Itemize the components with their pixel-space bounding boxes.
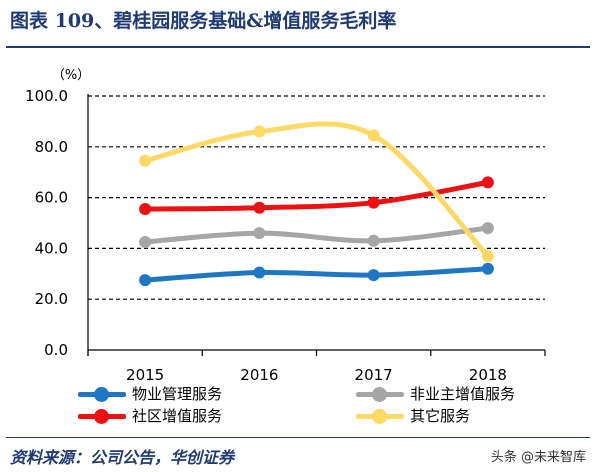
y-tick-label-4: 80.0: [35, 138, 68, 156]
legend-label-3: 其它服务: [410, 407, 471, 425]
y-tick-label-3: 60.0: [35, 189, 68, 207]
chart-title: 图表 109、碧桂园服务基础&增值服务毛利率: [10, 10, 397, 32]
y-tick-label-2: 40.0: [35, 239, 68, 257]
legend-dot-2: [94, 408, 109, 424]
y-tick-label-0: 0.0: [44, 341, 68, 359]
legend-item-series-3: 其它服务: [356, 405, 470, 426]
series-2-point-0: [139, 203, 152, 216]
watermark: 头条 @未来智库: [490, 450, 586, 465]
x-tick-label-2: 2017: [355, 366, 393, 384]
series-2-point-2: [367, 196, 380, 209]
source-note: 资料来源：公司公告，华创证券: [10, 448, 235, 467]
series-3-point-3: [481, 250, 494, 263]
series-1-point-0: [139, 236, 152, 249]
y-tick-label-1: 20.0: [35, 290, 68, 308]
legend-label-2: 社区增值服务: [132, 407, 223, 425]
legend-label-0: 物业管理服务: [132, 385, 223, 403]
series-1-point-1: [253, 227, 266, 240]
series-0-point-3: [481, 262, 494, 275]
series-3-point-2: [367, 129, 380, 142]
series-1-point-3: [481, 222, 494, 235]
series-0-point-0: [139, 274, 152, 287]
series-line-1: [142, 225, 491, 245]
legend-dot-0: [94, 386, 109, 402]
footer-divider: [6, 437, 590, 438]
legend-swatch-2: [78, 407, 126, 425]
series-0-point-1: [253, 266, 266, 279]
x-tick-label-3: 2018: [469, 366, 507, 384]
series-1-point-2: [367, 234, 380, 247]
series-line-3: [142, 121, 491, 259]
legend-item-series-1: 非业主增值服务: [356, 383, 515, 404]
legend-swatch-0: [78, 385, 126, 403]
legend-dot-1: [372, 386, 387, 402]
x-tick-label-0: 2015: [126, 366, 164, 384]
series-0-point-2: [367, 269, 380, 282]
legend-dot-3: [372, 408, 387, 424]
legend-label-1: 非业主增值服务: [410, 385, 516, 403]
legend-swatch-1: [356, 385, 404, 403]
legend-swatch-3: [356, 407, 404, 425]
legend-item-series-0: 物业管理服务: [78, 383, 222, 404]
series-line-0: [142, 266, 491, 283]
legend-item-series-2: 社区增值服务: [78, 405, 222, 426]
y-unit-label: （%）: [52, 68, 90, 83]
series-2-point-1: [253, 201, 266, 214]
y-tick-label-5: 100.0: [25, 87, 68, 105]
series-3-point-0: [139, 154, 152, 167]
title-divider: [6, 46, 590, 48]
series-2-point-3: [481, 176, 494, 189]
series-3-point-1: [253, 125, 266, 138]
x-tick-label-1: 2016: [240, 366, 278, 384]
